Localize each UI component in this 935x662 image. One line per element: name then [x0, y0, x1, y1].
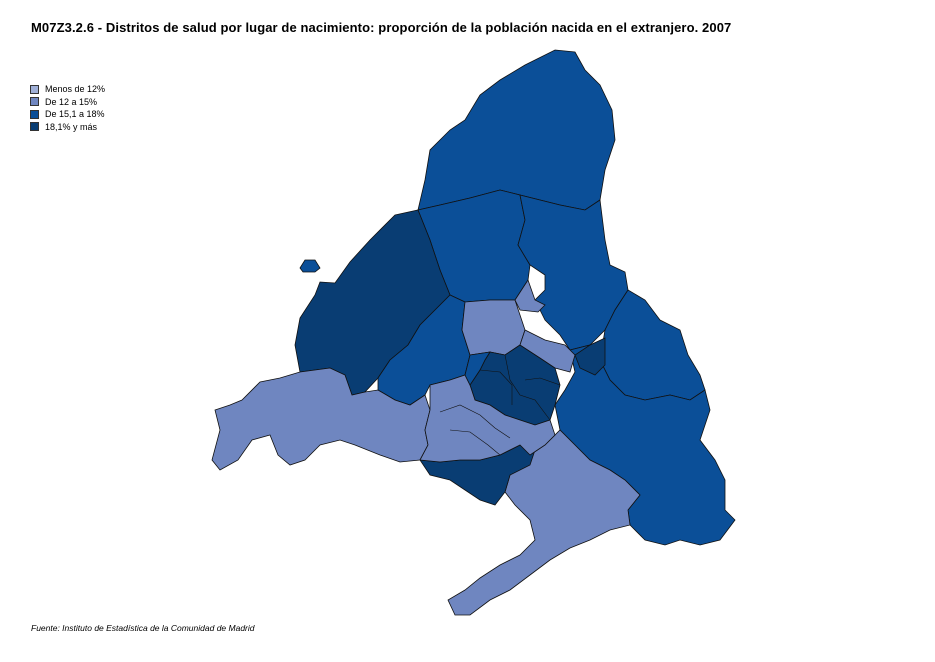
- internal-border-line: [524, 377, 561, 386]
- map-legend: Menos de 12% De 12 a 15% De 15,1 a 18% 1…: [30, 83, 105, 133]
- legend-item-class-0: Menos de 12%: [30, 83, 105, 96]
- region-capital-inner-east-district[interactable]: [519, 329, 576, 373]
- region-south-suburban-districts[interactable]: [419, 374, 556, 463]
- region-southwest-district[interactable]: [211, 367, 431, 471]
- internal-border-line: [449, 429, 501, 456]
- region-isolated-northwest-enclave[interactable]: [299, 259, 321, 273]
- legend-label: 18,1% y más: [45, 121, 98, 132]
- legend-item-class-1: De 12 a 15%: [30, 96, 105, 109]
- legend-swatch: [30, 84, 39, 94]
- source-note: Fuente: Instituto de Estadística de la C…: [31, 623, 255, 633]
- legend-swatch: [30, 109, 39, 119]
- legend-swatch: [30, 97, 39, 107]
- legend-item-class-3: 18,1% y más: [30, 121, 105, 134]
- internal-border-line: [439, 404, 511, 439]
- region-northeast-district[interactable]: [517, 194, 629, 351]
- district-borders-overlay: [439, 354, 561, 456]
- legend-label: De 12 a 15%: [45, 96, 98, 107]
- legend-swatch: [30, 122, 39, 132]
- internal-border-line: [504, 354, 551, 421]
- region-north-inner-district[interactable]: [461, 299, 526, 356]
- region-northern-sierra-district[interactable]: [417, 49, 616, 211]
- internal-border-line: [479, 369, 513, 405]
- map-title: M07Z3.2.6 - Distritos de salud por lugar…: [31, 20, 732, 35]
- region-small-north-enclave-district[interactable]: [514, 279, 546, 313]
- region-southern-district[interactable]: [447, 429, 641, 616]
- legend-label: Menos de 12%: [45, 84, 106, 95]
- legend-item-class-2: De 15,1 a 18%: [30, 108, 105, 121]
- legend-label: De 15,1 a 18%: [45, 109, 105, 120]
